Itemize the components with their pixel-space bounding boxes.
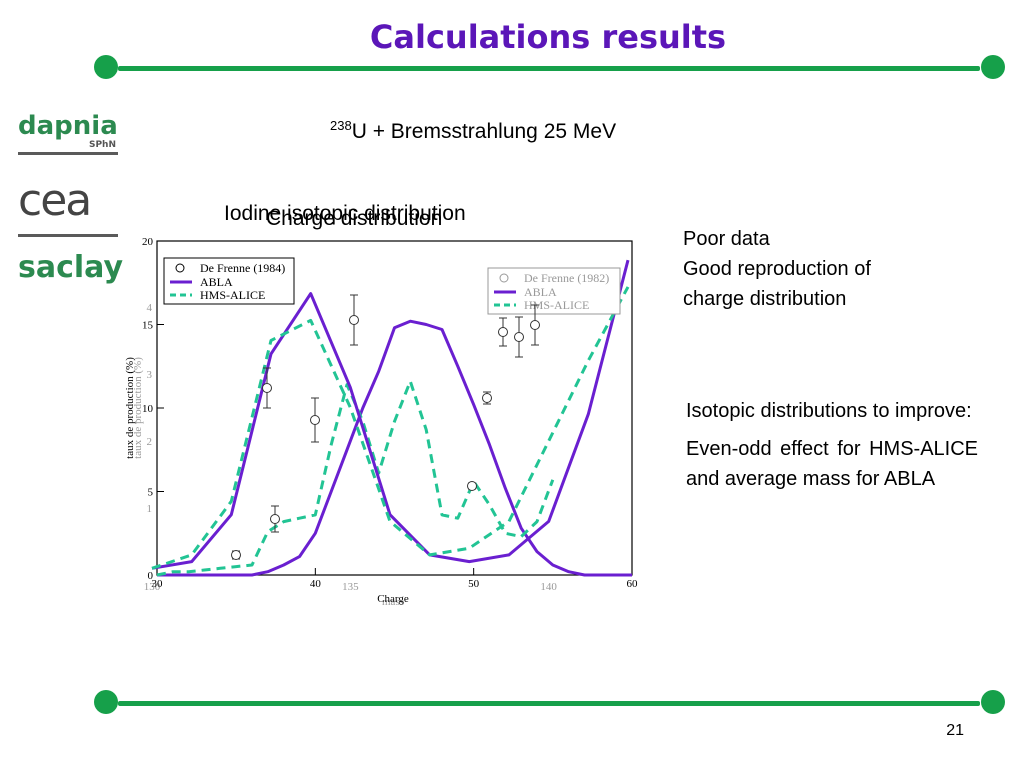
- iso-xlabel: mass: [382, 596, 404, 608]
- note-isotopic-para2: Even-odd effect for HMS-ALICE and averag…: [686, 438, 978, 490]
- ytick-label: 15: [142, 320, 154, 332]
- slide-title: Calculations results: [369, 18, 727, 56]
- top-left-dot: [94, 55, 118, 79]
- ytick-label: 5: [148, 487, 154, 499]
- note-isotopic-para1: Isotopic distributions to improve:: [686, 400, 972, 422]
- subtitle-text: U + Bremsstrahlung 25 MeV: [351, 120, 617, 143]
- iso-xtick-label: 130: [144, 581, 161, 593]
- y-axis-label: taux de production (%): [124, 357, 136, 459]
- note-line-3: charge distribution: [683, 288, 847, 310]
- iso-legend-label-hms: HMS-ALICE: [524, 298, 589, 312]
- note-isotopic: Isotopic distributions to improve: Even-…: [686, 396, 978, 494]
- isotopic-chart-layer: 1 2 3 4 130 135 140 taux de production (%) mass: [132, 302, 557, 608]
- overlay-title-isotopic: Iodine isotopic distribution: [224, 202, 466, 225]
- x-axis-label: Charge: [377, 593, 409, 605]
- note-line-1: Poor data: [683, 228, 770, 250]
- iso-ylabel: taux de production (%): [132, 357, 144, 459]
- data-point: [270, 514, 280, 524]
- iso-legend-label-data: De Frenne (1982): [524, 271, 609, 285]
- bottom-rule: [118, 701, 980, 706]
- charge-legend-label-data: De Frenne (1984): [200, 261, 285, 275]
- iso-abla-line: [151, 259, 630, 570]
- data-point: [231, 550, 241, 560]
- iso-legend-label-abla: ABLA: [524, 285, 557, 299]
- data-point: [310, 415, 320, 425]
- ytick-label: 0: [148, 570, 154, 582]
- iso-ytick-label: 3: [147, 369, 153, 381]
- xtick-label: 40: [310, 578, 322, 590]
- iso-ytick-label: 4: [147, 302, 153, 314]
- iso-xtick-label: 140: [540, 581, 557, 593]
- dapnia-logo: dapnia SPhN: [18, 112, 118, 155]
- charge-legend-label-hms: HMS-ALICE: [200, 288, 265, 302]
- iso-xtick-label: 135: [342, 581, 359, 593]
- data-point: [349, 315, 359, 325]
- top-rule: [118, 66, 980, 71]
- bottom-left-dot: [94, 690, 118, 714]
- hms-alice-line: [156, 379, 555, 577]
- data-point: [498, 327, 508, 337]
- note-line-2: Good reproduction of: [683, 258, 871, 280]
- ytick-label: 20: [142, 236, 154, 248]
- bottom-right-dot: [981, 690, 1005, 714]
- dapnia-logo-text: dapnia: [18, 111, 118, 141]
- note-poor-data: Poor data Good reproduction of charge di…: [683, 224, 983, 314]
- xtick-label: 60: [627, 578, 639, 590]
- page-number: 21: [946, 722, 964, 739]
- data-point: [530, 320, 540, 330]
- saclay-logo-text: saclay: [18, 250, 124, 285]
- data-point: [514, 332, 524, 342]
- charge-legend-marker-data: [175, 263, 185, 273]
- iso-hms-alice-line: [151, 286, 630, 570]
- overlay-title-charge: Charge distribution: [266, 207, 443, 230]
- subtitle: 238U + Bremsstrahlung 25 MeV: [330, 118, 616, 144]
- data-point: [467, 481, 477, 491]
- data-point: [262, 383, 272, 393]
- cea-logo-text: cea: [18, 175, 92, 226]
- charge-chart-layer: 0 5 10 15 20 30 40 50 60 Charge taux de production…: [124, 236, 638, 605]
- iso-ytick-label: 1: [147, 503, 153, 515]
- abla-line: [157, 319, 632, 577]
- dapnia-logo-subtext: SPhN: [88, 140, 116, 150]
- iso-legend-marker-data: [499, 273, 509, 283]
- xtick-label: 30: [152, 578, 164, 590]
- iso-ytick-label: 2: [147, 436, 153, 448]
- saclay-logo: saclay: [18, 250, 124, 285]
- charge-legend-label-abla: ABLA: [200, 275, 233, 289]
- top-right-dot: [981, 55, 1005, 79]
- ytick-label: 10: [142, 403, 154, 415]
- subtitle-superscript: 238: [330, 118, 352, 133]
- data-point: [482, 393, 492, 403]
- cea-logo: cea: [18, 178, 118, 237]
- xtick-label: 50: [468, 578, 480, 590]
